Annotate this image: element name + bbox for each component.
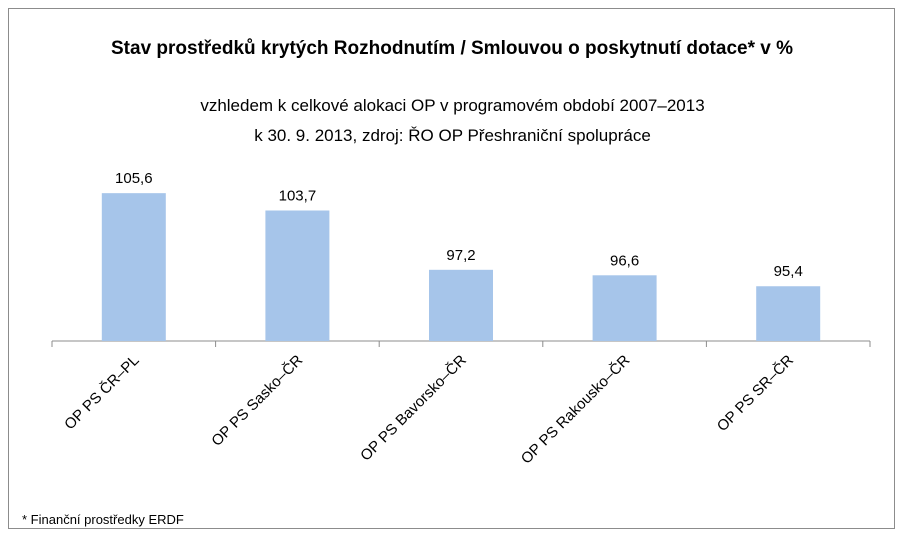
x-tick-label: OP PS Bavorsko–ČR: [357, 352, 470, 465]
x-tick-label: OP PS Rakousko–ČR: [518, 352, 634, 468]
chart-title: Stav prostředků krytých Rozhodnutím / Sm…: [111, 38, 793, 59]
bar: [592, 275, 657, 341]
data-label: 103,7: [279, 187, 317, 204]
bar: [756, 286, 821, 341]
data-label: 96,6: [610, 252, 639, 269]
x-tick-label: OP PS ČR–PL: [61, 352, 142, 433]
footnote: * Finanční prostředky ERDF: [22, 512, 184, 527]
chart-subtitle: vzhledem k celkové alokaci OP v programo…: [200, 96, 705, 115]
bar: [429, 269, 493, 341]
chart-border: [8, 8, 895, 529]
data-label: 105,6: [115, 170, 153, 187]
bar: [101, 193, 166, 341]
data-label: 97,2: [446, 247, 475, 264]
data-label: 95,4: [774, 263, 803, 280]
bar: [265, 210, 330, 341]
x-tick-label: OP PS SR–ČR: [714, 352, 797, 435]
chart-subtitle: k 30. 9. 2013, zdroj: ŘO OP Přeshraniční…: [254, 126, 651, 145]
x-tick-label: OP PS Sasko–ČR: [208, 352, 306, 450]
